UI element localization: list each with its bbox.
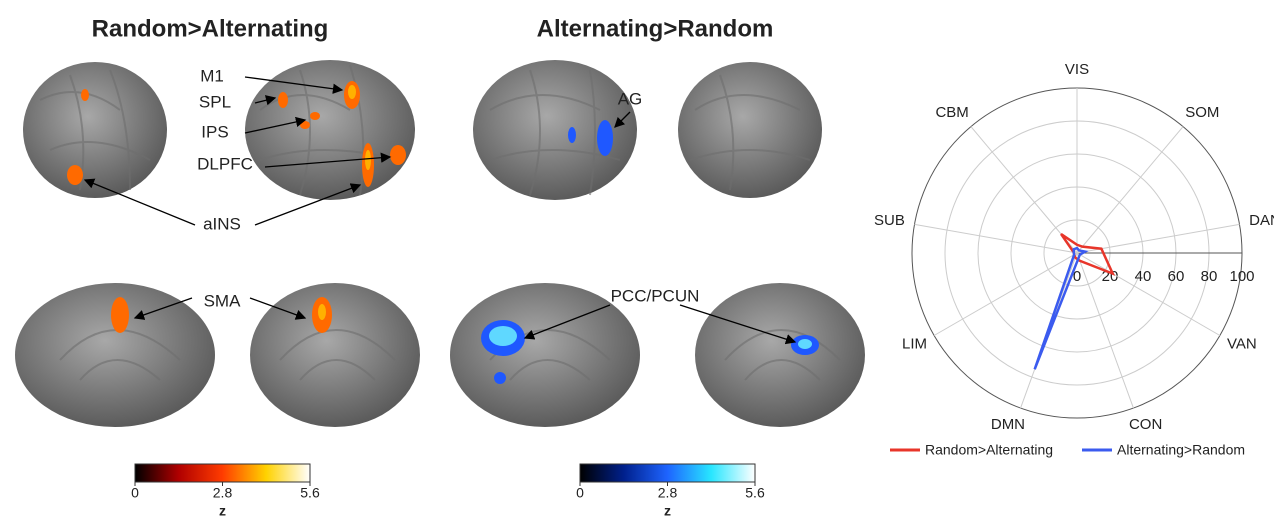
panel-title: Random>Alternating xyxy=(92,15,329,42)
category-label: DMN xyxy=(991,416,1025,433)
category-label: SUB xyxy=(874,212,905,229)
colorbar-label: z xyxy=(664,503,671,518)
spoke xyxy=(1076,126,1184,254)
colorbar-tick-label: 5.6 xyxy=(745,485,765,501)
r-tick-label: 0 xyxy=(1073,268,1081,285)
category-label: LIM xyxy=(902,335,927,352)
panel-title: Alternating>Random xyxy=(537,15,774,42)
colorbar-tick-label: 2.8 xyxy=(658,485,678,501)
category-label: VAN xyxy=(1227,335,1257,352)
colorbar xyxy=(579,463,756,483)
region-label: SPL xyxy=(199,92,231,111)
category-label: CON xyxy=(1129,416,1162,433)
region-label: AG xyxy=(618,89,643,108)
region-label: M1 xyxy=(200,66,224,85)
legend-label: Random>Alternating xyxy=(925,442,1053,458)
r-tick-label: 100 xyxy=(1229,268,1254,285)
r-tick-label: 40 xyxy=(1135,268,1152,285)
spoke xyxy=(1076,252,1134,409)
r-tick-label: 60 xyxy=(1168,268,1185,285)
category-label: CBM xyxy=(935,104,968,121)
radar-chart: 020406080100VISSOMDANVANCONDMNLIMSUBCBMR… xyxy=(874,61,1274,458)
spoke xyxy=(933,252,1078,336)
brain-images xyxy=(15,60,865,427)
region-label: PCC/PCUN xyxy=(611,286,700,305)
series-polygon xyxy=(1033,246,1089,370)
region-label: IPS xyxy=(201,122,228,141)
annotations: M1 SPL IPS DLPFC aINS SMA AG PCC/PCUN xyxy=(83,66,797,345)
colorbar-tick-label: 5.6 xyxy=(300,485,320,501)
category-label: DAN xyxy=(1249,212,1274,229)
region-label: DLPFC xyxy=(197,154,253,173)
spoke xyxy=(970,126,1078,254)
legend-label: Alternating>Random xyxy=(1117,442,1245,458)
spoke xyxy=(1076,252,1221,336)
colorbars: 0 2.8 5.6 z 0 2.8 5.6 z xyxy=(131,463,765,519)
colorbar-tick-label: 0 xyxy=(131,485,139,501)
colorbar xyxy=(134,463,311,483)
colorbar-tick-label: 0 xyxy=(576,485,584,501)
colorbar-label: z xyxy=(219,503,226,518)
r-tick-label: 80 xyxy=(1201,268,1218,285)
category-label: VIS xyxy=(1065,61,1089,78)
region-label: SMA xyxy=(204,291,242,310)
colorbar-tick-label: 2.8 xyxy=(213,485,233,501)
spoke xyxy=(1076,223,1240,254)
spoke xyxy=(914,223,1078,254)
category-label: SOM xyxy=(1185,104,1219,121)
region-label: aINS xyxy=(203,214,241,233)
